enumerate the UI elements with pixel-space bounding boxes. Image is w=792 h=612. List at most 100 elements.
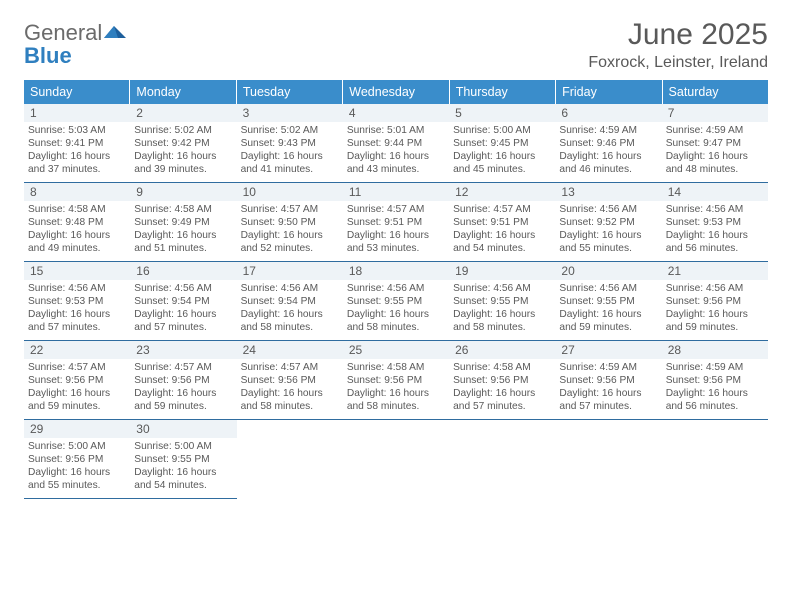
day-cell: 15Sunrise: 4:56 AMSunset: 9:53 PMDayligh…	[24, 262, 130, 340]
day-number: 19	[449, 262, 555, 280]
daylight: Daylight: 16 hours and 59 minutes.	[559, 308, 657, 334]
sunset: Sunset: 9:46 PM	[559, 137, 657, 150]
daylight: Daylight: 16 hours and 59 minutes.	[28, 387, 126, 413]
logo: General Blue	[24, 22, 126, 68]
day-cell: 25 Sunrise: 4:58 AMSunset: 9:56 PMDayligh…	[343, 341, 449, 419]
dow-sunday: Sunday	[24, 80, 130, 104]
day-number: 23	[130, 341, 236, 359]
sunset: Sunset: 9:55 PM	[347, 295, 445, 308]
logo-text-wrap: General Blue	[24, 22, 126, 68]
day-cell: 4Sunrise: 5:01 AMSunset: 9:44 PMDaylight…	[343, 104, 449, 182]
daylight: Daylight: 16 hours and 54 minutes.	[134, 466, 232, 492]
daylight: Daylight: 16 hours and 41 minutes.	[241, 150, 339, 176]
day-number: 20	[555, 262, 661, 280]
day-number: 2	[130, 104, 236, 122]
logo-blue: Blue	[24, 43, 72, 68]
daylight: Daylight: 16 hours and 45 minutes.	[453, 150, 551, 176]
logo-general: General	[24, 20, 102, 45]
daylight: Daylight: 16 hours and 55 minutes.	[28, 466, 126, 492]
day-of-week-row: Sunday Monday Tuesday Wednesday Thursday…	[24, 80, 768, 104]
day-number: 10	[237, 183, 343, 201]
day-number: 24	[237, 341, 343, 359]
sunset: Sunset: 9:41 PM	[28, 137, 126, 150]
week-row: 1Sunrise: 5:03 AMSunset: 9:41 PMDaylight…	[24, 104, 768, 183]
sunrise: Sunrise: 5:03 AM	[28, 124, 126, 137]
daylight: Daylight: 16 hours and 43 minutes.	[347, 150, 445, 176]
sunset: Sunset: 9:56 PM	[28, 374, 126, 387]
calendar: Sunday Monday Tuesday Wednesday Thursday…	[24, 80, 768, 499]
sunset: Sunset: 9:56 PM	[241, 374, 339, 387]
sunset: Sunset: 9:43 PM	[241, 137, 339, 150]
sunset: Sunset: 9:47 PM	[666, 137, 764, 150]
empty-cell	[555, 420, 661, 499]
sunrise: Sunrise: 4:56 AM	[559, 282, 657, 295]
week-row: 29Sunrise: 5:00 AMSunset: 9:56 PMDayligh…	[24, 420, 768, 499]
sunset: Sunset: 9:56 PM	[559, 374, 657, 387]
calendar-page: General Blue June 2025 Foxrock, Leinster…	[0, 0, 792, 499]
day-cell: 1Sunrise: 5:03 AMSunset: 9:41 PMDaylight…	[24, 104, 130, 182]
sunset: Sunset: 9:53 PM	[28, 295, 126, 308]
title-block: June 2025 Foxrock, Leinster, Ireland	[588, 18, 768, 72]
day-cell: 16Sunrise: 4:56 AMSunset: 9:54 PMDayligh…	[130, 262, 236, 340]
day-cell: 22 Sunrise: 4:57 AMSunset: 9:56 PMDayligh…	[24, 341, 130, 419]
week-row: 22Sunrise: 4:57 AMSunset: 9:56 PMDayligh…	[24, 341, 768, 420]
sunrise: Sunrise: 4:56 AM	[559, 203, 657, 216]
sunrise: Sunrise: 4:57 AM	[134, 361, 232, 374]
day-number: 4	[343, 104, 449, 122]
weeks-container: 1Sunrise: 5:03 AMSunset: 9:41 PMDaylight…	[24, 104, 768, 499]
sunset: Sunset: 9:56 PM	[453, 374, 551, 387]
sunrise: Sunrise: 4:58 AM	[134, 203, 232, 216]
daylight: Daylight: 16 hours and 46 minutes.	[559, 150, 657, 176]
sunset: Sunset: 9:42 PM	[134, 137, 232, 150]
sunrise: Sunrise: 4:58 AM	[28, 203, 126, 216]
day-cell: 7Sunrise: 4:59 AMSunset: 9:47 PMDaylight…	[662, 104, 768, 182]
sunset: Sunset: 9:50 PM	[241, 216, 339, 229]
sunrise: Sunrise: 4:58 AM	[453, 361, 551, 374]
daylight: Daylight: 16 hours and 58 minutes.	[453, 308, 551, 334]
sunrise: Sunrise: 4:59 AM	[666, 361, 764, 374]
dow-thursday: Thursday	[450, 80, 556, 104]
daylight: Daylight: 16 hours and 37 minutes.	[28, 150, 126, 176]
day-cell: 23Sunrise: 4:57 AMSunset: 9:56 PMDayligh…	[130, 341, 236, 419]
day-number: 9	[130, 183, 236, 201]
day-number: 18	[343, 262, 449, 280]
sunrise: Sunrise: 4:56 AM	[134, 282, 232, 295]
day-number: 28	[662, 341, 768, 359]
sunset: Sunset: 9:52 PM	[559, 216, 657, 229]
empty-cell	[343, 420, 449, 499]
sunset: Sunset: 9:56 PM	[28, 453, 126, 466]
day-number: 14	[662, 183, 768, 201]
dow-tuesday: Tuesday	[237, 80, 343, 104]
sunrise: Sunrise: 4:59 AM	[559, 361, 657, 374]
day-cell: 27Sunrise: 4:59 AMSunset: 9:56 PMDayligh…	[555, 341, 661, 419]
sunset: Sunset: 9:56 PM	[666, 374, 764, 387]
sunrise: Sunrise: 4:56 AM	[347, 282, 445, 295]
daylight: Daylight: 16 hours and 58 minutes.	[347, 387, 445, 413]
day-number: 22	[24, 341, 130, 359]
sunrise: Sunrise: 4:57 AM	[453, 203, 551, 216]
sunrise: Sunrise: 4:57 AM	[241, 361, 339, 374]
sunset: Sunset: 9:55 PM	[134, 453, 232, 466]
day-number: 25	[343, 341, 449, 359]
sunset: Sunset: 9:56 PM	[347, 374, 445, 387]
daylight: Daylight: 16 hours and 56 minutes.	[666, 229, 764, 255]
daylight: Daylight: 16 hours and 51 minutes.	[134, 229, 232, 255]
day-number: 3	[237, 104, 343, 122]
day-number: 7	[662, 104, 768, 122]
week-row: 15Sunrise: 4:56 AMSunset: 9:53 PMDayligh…	[24, 262, 768, 341]
daylight: Daylight: 16 hours and 48 minutes.	[666, 150, 764, 176]
sunrise: Sunrise: 5:00 AM	[28, 440, 126, 453]
sunset: Sunset: 9:44 PM	[347, 137, 445, 150]
daylight: Daylight: 16 hours and 53 minutes.	[347, 229, 445, 255]
dow-friday: Friday	[556, 80, 662, 104]
day-number: 30	[130, 420, 236, 438]
sunset: Sunset: 9:54 PM	[134, 295, 232, 308]
sunrise: Sunrise: 4:56 AM	[241, 282, 339, 295]
sunrise: Sunrise: 4:57 AM	[28, 361, 126, 374]
daylight: Daylight: 16 hours and 59 minutes.	[666, 308, 764, 334]
sunrise: Sunrise: 5:00 AM	[453, 124, 551, 137]
day-cell: 5Sunrise: 5:00 AMSunset: 9:45 PMDaylight…	[449, 104, 555, 182]
sunrise: Sunrise: 4:57 AM	[347, 203, 445, 216]
day-cell: 8Sunrise: 4:58 AMSunset: 9:48 PMDaylight…	[24, 183, 130, 261]
sunrise: Sunrise: 4:58 AM	[347, 361, 445, 374]
